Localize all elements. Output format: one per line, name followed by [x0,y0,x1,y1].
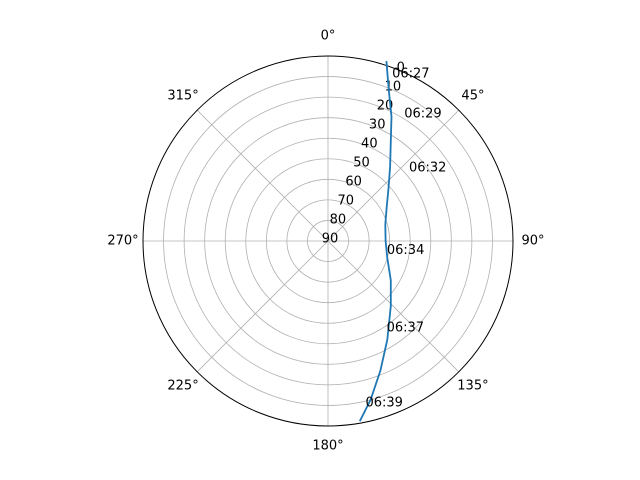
r-tick-label: 70 [337,194,354,209]
time-label: 06:39 [365,396,402,411]
time-annotations: 06:27 06:29 06:32 06:34 06:37 06:39 [365,67,446,411]
theta-tick-labels: 0° 45° 90° 135° 180° 225° 270° 315° [107,29,544,454]
r-tick-label: 0 [397,61,405,76]
r-tick-label: 50 [353,156,370,171]
time-label: 06:34 [387,243,424,258]
r-tick-label: 40 [361,137,378,152]
r-tick-label: 10 [385,80,402,95]
theta-grid-line [196,240,329,373]
time-label: 06:37 [387,320,424,335]
theta-grid-line [196,109,329,242]
theta-tick-label: 0° [321,29,336,44]
theta-tick-label: 180° [312,439,343,454]
theta-tick-label: 315° [167,89,198,104]
theta-tick-label: 45° [461,89,484,104]
trajectory-line [358,61,393,422]
theta-tick-label: 225° [167,378,198,393]
r-tick-label: 80 [330,213,347,228]
time-label: 06:27 [392,67,429,82]
time-label: 06:29 [404,107,441,122]
polar-frame [142,55,514,427]
theta-tick-label: 270° [107,234,138,249]
theta-tick-label: 135° [457,378,488,393]
time-label: 06:32 [409,161,446,176]
theta-tick-label: 90° [521,234,544,249]
r-tick-label: 30 [369,118,386,133]
theta-grid-line [327,109,460,242]
r-tick-label: 60 [345,175,362,190]
trajectory-series [358,61,393,422]
r-tick-label: 90 [322,232,339,247]
polar-grid [142,55,514,427]
theta-grid-line [327,240,460,373]
